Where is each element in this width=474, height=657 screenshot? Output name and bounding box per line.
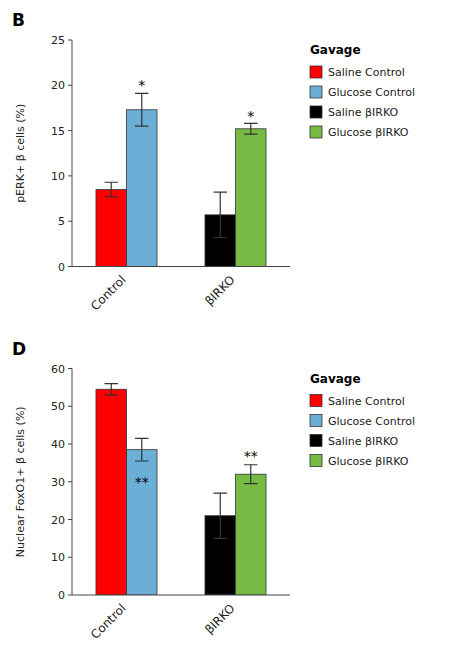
legend-swatch	[310, 106, 322, 118]
x-axis-line	[72, 595, 290, 596]
legend-swatch	[310, 435, 322, 447]
y-tick	[68, 519, 72, 520]
error-bar	[135, 93, 148, 126]
y-tick-label: 5	[58, 215, 65, 228]
legend-swatch	[310, 86, 322, 98]
error-bar	[105, 182, 118, 196]
error-bar	[105, 384, 118, 395]
legend-swatch	[310, 395, 322, 407]
y-tick-label: 60	[51, 363, 65, 376]
panel-title: D	[12, 339, 26, 359]
legend-label: Glucose Control	[328, 415, 415, 428]
y-tick-label: 50	[51, 400, 65, 413]
y-tick	[68, 557, 72, 558]
significance-marker: **	[135, 474, 149, 490]
panel: B 0 5 10 15 20 25 pERK+ β cells (%) Control βIRKO…	[12, 10, 415, 313]
significance-marker: *	[247, 108, 254, 124]
bar	[127, 110, 158, 267]
legend-label: Glucose Control	[328, 86, 415, 99]
y-axis-label: Nuclear FoxO1+ β cells (%)	[14, 406, 27, 557]
legend-swatch	[310, 415, 322, 427]
panel-title: B	[12, 10, 25, 30]
y-tick-label: 10	[51, 551, 65, 564]
legend-swatch	[310, 66, 322, 78]
y-tick-label: 10	[51, 170, 65, 183]
y-tick-label: 25	[51, 34, 65, 47]
y-tick-label: 15	[51, 125, 65, 138]
legend: Gavage Saline Control Glucose Control Salin…	[310, 43, 415, 139]
legend-label: Saline βIRKO	[328, 106, 399, 119]
y-tick-label: 30	[51, 476, 65, 489]
bar	[236, 129, 267, 267]
bar	[96, 189, 127, 266]
y-tick	[68, 406, 72, 407]
legend-label: Saline Control	[328, 66, 405, 79]
y-tick	[68, 85, 72, 86]
y-tick	[68, 40, 72, 41]
y-tick	[68, 595, 72, 596]
legend-title: Gavage	[310, 43, 361, 57]
plot-area	[96, 384, 266, 595]
figure: B 0 5 10 15 20 25 pERK+ β cells (%) Control βIRKO…	[0, 0, 474, 657]
error-bar	[214, 493, 227, 538]
y-tick-label: 40	[51, 438, 65, 451]
y-axis-label: pERK+ β cells (%)	[14, 104, 27, 203]
y-tick	[68, 130, 72, 131]
y-tick	[68, 444, 72, 445]
significance-marker: **	[244, 448, 258, 464]
y-tick	[68, 481, 72, 482]
x-tick-label: βIRKO	[202, 601, 237, 636]
legend-swatch	[310, 126, 322, 138]
legend-label: Saline βIRKO	[328, 435, 399, 448]
x-tick-label: βIRKO	[202, 273, 237, 308]
y-axis-line	[72, 40, 73, 267]
legend-label: Saline Control	[328, 395, 405, 408]
y-tick-label: 0	[58, 589, 65, 602]
panel: D 0 10 20 30 40 50 60 Nuclear FoxO1+ β cells (%)…	[12, 339, 415, 642]
y-tick-label: 0	[58, 261, 65, 274]
error-bar	[244, 465, 257, 484]
y-tick-label: 20	[51, 514, 65, 527]
x-tick-label: Control	[88, 601, 129, 642]
legend: Gavage Saline Control Glucose Control Salin…	[310, 372, 415, 468]
bar	[236, 474, 267, 595]
x-tick-label: Control	[88, 273, 129, 314]
y-tick-label: 20	[51, 79, 65, 92]
legend-label: Glucose βIRKO	[328, 455, 409, 468]
y-tick	[68, 221, 72, 222]
x-axis-line	[72, 266, 290, 267]
legend-swatch	[310, 455, 322, 467]
bar	[96, 389, 127, 595]
y-tick	[68, 266, 72, 267]
legend-title: Gavage	[310, 372, 361, 386]
y-tick	[68, 368, 72, 369]
significance-marker: *	[138, 77, 145, 93]
error-bar	[214, 192, 227, 237]
y-tick	[68, 175, 72, 176]
error-bar	[244, 123, 257, 134]
legend-label: Glucose βIRKO	[328, 126, 409, 139]
error-bar	[135, 438, 148, 461]
plot-area	[96, 93, 266, 266]
bar	[127, 450, 158, 595]
